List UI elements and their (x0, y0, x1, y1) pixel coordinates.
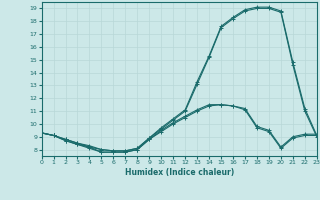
X-axis label: Humidex (Indice chaleur): Humidex (Indice chaleur) (124, 168, 234, 177)
